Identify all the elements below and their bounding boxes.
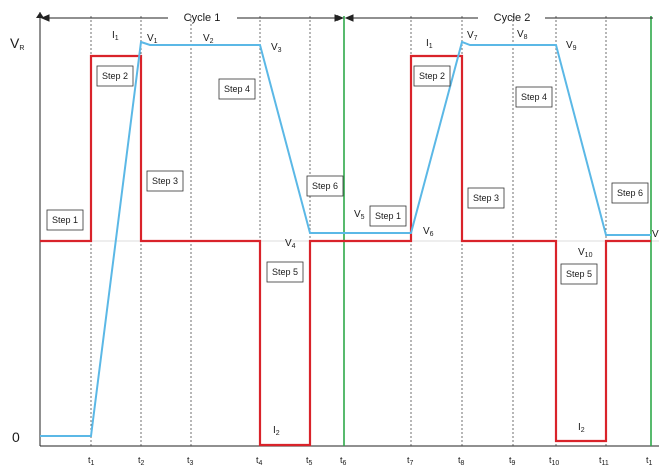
cycle-1-label: Cycle 1 [184,12,221,24]
voltage-label-v5: V5 [354,209,365,221]
step-box: Step 4 [515,86,553,108]
time-guide-lines [90,16,607,446]
step-box: Step 2 [96,65,134,87]
step-box: Step 6 [611,182,649,204]
y-axis-arrow-icon [36,12,44,18]
svg-text:Step 1: Step 1 [52,215,78,225]
current-label-i2: I2 [273,425,280,437]
svg-text:Step 4: Step 4 [224,84,250,94]
cycle-2-label: Cycle 2 [494,12,531,24]
step-box: Step 4 [218,78,256,100]
svg-text:Step 5: Step 5 [566,269,592,279]
voltage-labels: V1 V2 V3 V4 V5 V6 V7 V8 V9 V10 V [147,29,659,259]
t6-arrow-icon [337,15,344,21]
time-label-t7: t7 [407,455,414,466]
voltage-label-v6: V6 [423,226,434,238]
y-axis-top-label: VR [10,35,24,52]
time-label-t9: t9 [509,455,516,466]
svg-text:Step 4: Step 4 [521,92,547,102]
time-label-t10: t10 [549,455,559,466]
step-box: Step 1 [369,205,407,227]
voltage-label-v7: V7 [467,30,478,42]
time-label-t4: t4 [256,455,263,466]
y-axis-zero-label: 0 [12,429,20,445]
time-labels: t1 t2 t3 t4 t5 t6 t7 t8 t9 t10 t11 t1 [88,455,653,466]
voltage-label-v2: V2 [203,33,214,45]
time-label-t11: t11 [599,455,609,466]
svg-text:Step 3: Step 3 [152,176,178,186]
current-label-i1: I1 [426,38,433,50]
current-label-i1: I1 [112,30,119,42]
time-label-t1: t1 [88,455,95,466]
step-boxes: Step 1 Step 2 Step 3 Step 4 Step 5 Step … [46,65,649,285]
current-labels: I1 I2 I1 I2 [112,30,585,437]
voltage-trace [40,40,651,437]
current-label-i2: I2 [578,422,585,434]
svg-text:Step 2: Step 2 [419,71,445,81]
voltage-label-v10: V10 [578,247,593,259]
voltage-label-v1: V1 [147,33,158,45]
voltage-label-v9: V9 [566,40,577,52]
step-box: Step 5 [560,263,598,285]
current-trace [40,54,651,447]
time-label-t3: t3 [187,455,194,466]
step-box: Step 3 [146,170,184,192]
step-box: Step 6 [306,175,344,197]
step-box: Step 3 [467,187,505,209]
voltage-label-v-edge: V [652,229,659,240]
time-label-t2: t2 [138,455,145,466]
time-label-t5: t5 [306,455,313,466]
step-box: Step 1 [46,209,84,231]
voltage-label-v8: V8 [517,29,528,41]
voltage-label-v4: V4 [285,238,296,250]
step-box: Step 5 [266,261,304,283]
time-label-t8: t8 [458,455,465,466]
time-label-t12: t1 [646,455,653,466]
svg-text:Step 3: Step 3 [473,193,499,203]
cycle-2-arrow [344,14,653,22]
svg-text:Step 1: Step 1 [375,211,401,221]
time-label-t6: t6 [340,455,347,466]
svg-text:Step 6: Step 6 [617,188,643,198]
svg-text:Step 6: Step 6 [312,181,338,191]
svg-text:Step 2: Step 2 [102,71,128,81]
step-box: Step 2 [413,65,451,87]
voltage-label-v3: V3 [271,42,282,54]
svg-text:Step 5: Step 5 [272,267,298,277]
